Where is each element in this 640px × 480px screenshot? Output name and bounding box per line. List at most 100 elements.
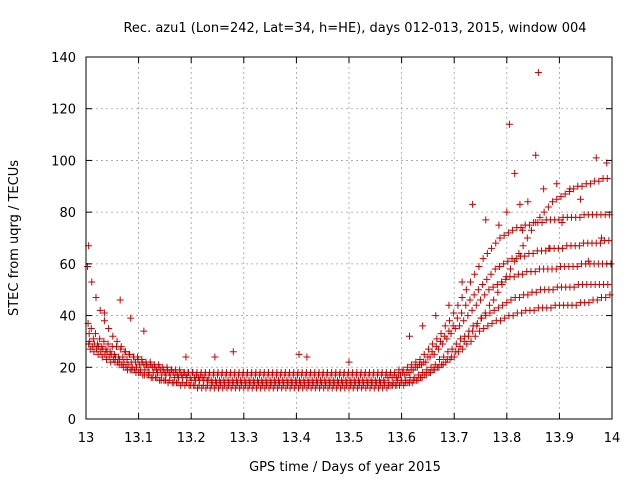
- data-point: [483, 275, 491, 283]
- data-point: [115, 361, 123, 369]
- x-tick-label: 13.5: [335, 431, 364, 446]
- data-points: [84, 69, 615, 392]
- data-point: [584, 257, 592, 265]
- point-series: [84, 211, 613, 376]
- data-point: [90, 340, 98, 348]
- data-point: [424, 353, 432, 361]
- data-point: [130, 353, 138, 361]
- data-point: [538, 218, 546, 226]
- data-point: [605, 237, 613, 245]
- data-point: [474, 286, 482, 294]
- data-point: [491, 265, 499, 273]
- y-tick-label: 80: [59, 206, 76, 221]
- data-point: [576, 213, 584, 221]
- data-point: [552, 265, 560, 273]
- data-point: [457, 335, 465, 343]
- data-point: [576, 195, 584, 203]
- data-point: [545, 244, 553, 252]
- data-point: [477, 314, 485, 322]
- data-point: [460, 337, 468, 345]
- data-point: [345, 358, 353, 366]
- data-point: [154, 368, 162, 376]
- data-point: [585, 299, 593, 307]
- data-point: [547, 304, 555, 312]
- data-point: [553, 180, 561, 188]
- data-point: [124, 361, 132, 369]
- data-point: [399, 366, 407, 374]
- data-point: [103, 348, 111, 356]
- data-point: [445, 327, 453, 335]
- data-point: [475, 262, 483, 270]
- data-point: [570, 283, 578, 291]
- data-point: [498, 281, 506, 289]
- data-point: [99, 345, 107, 353]
- data-point: [469, 200, 477, 208]
- data-point: [431, 366, 439, 374]
- data-point: [480, 325, 488, 332]
- data-point: [107, 350, 115, 358]
- data-point: [456, 343, 464, 351]
- data-point: [432, 343, 440, 351]
- data-point: [450, 309, 458, 317]
- data-point: [90, 348, 98, 356]
- data-point: [407, 366, 415, 374]
- data-point: [469, 327, 477, 335]
- data-point: [506, 265, 514, 273]
- data-point: [109, 332, 117, 340]
- data-point: [121, 348, 129, 356]
- data-point: [100, 309, 108, 317]
- data-point: [113, 337, 121, 345]
- point-series: [86, 175, 611, 389]
- data-point: [92, 293, 100, 301]
- x-tick-label: 13.8: [492, 431, 521, 446]
- x-tick-label: 13: [78, 431, 95, 446]
- data-point: [441, 322, 449, 330]
- data-point: [603, 175, 611, 183]
- data-point: [504, 257, 512, 265]
- data-point: [449, 322, 457, 330]
- data-point: [86, 337, 94, 345]
- data-point: [496, 317, 504, 325]
- data-point: [509, 226, 517, 234]
- data-point: [503, 208, 511, 216]
- data-point: [532, 288, 540, 296]
- data-point: [593, 296, 601, 304]
- data-point: [453, 314, 461, 322]
- data-point: [495, 221, 503, 229]
- data-point: [432, 312, 440, 320]
- data-point: [596, 239, 604, 247]
- data-point: [441, 332, 449, 340]
- data-point: [467, 278, 475, 286]
- data-point: [566, 185, 574, 193]
- data-point: [96, 306, 104, 314]
- x-tick-label: 14: [604, 431, 621, 446]
- data-point: [423, 366, 431, 374]
- data-point: [488, 319, 496, 327]
- data-point: [183, 374, 191, 382]
- data-point: [519, 226, 527, 234]
- data-point: [529, 250, 537, 258]
- data-point: [499, 301, 507, 309]
- data-point: [558, 218, 566, 226]
- data-point: [467, 337, 475, 345]
- data-point: [485, 301, 493, 309]
- data-point: [468, 306, 476, 314]
- data-point: [86, 345, 94, 353]
- x-tick-label: 13.7: [440, 431, 469, 446]
- y-tick-label: 0: [68, 413, 76, 428]
- data-point: [530, 306, 538, 314]
- data-point: [411, 363, 419, 371]
- data-point: [519, 270, 527, 278]
- y-tick-labels: 0 20 40 60 80 100 120 140: [51, 51, 76, 428]
- data-point: [91, 330, 99, 338]
- data-point: [119, 363, 127, 371]
- y-tick-label: 120: [51, 103, 76, 118]
- y-tick-label: 20: [59, 361, 76, 376]
- data-point: [116, 356, 124, 364]
- data-point: [502, 273, 510, 281]
- data-point: [544, 203, 552, 211]
- data-point: [455, 322, 463, 330]
- data-point: [303, 353, 311, 361]
- data-point: [182, 353, 190, 361]
